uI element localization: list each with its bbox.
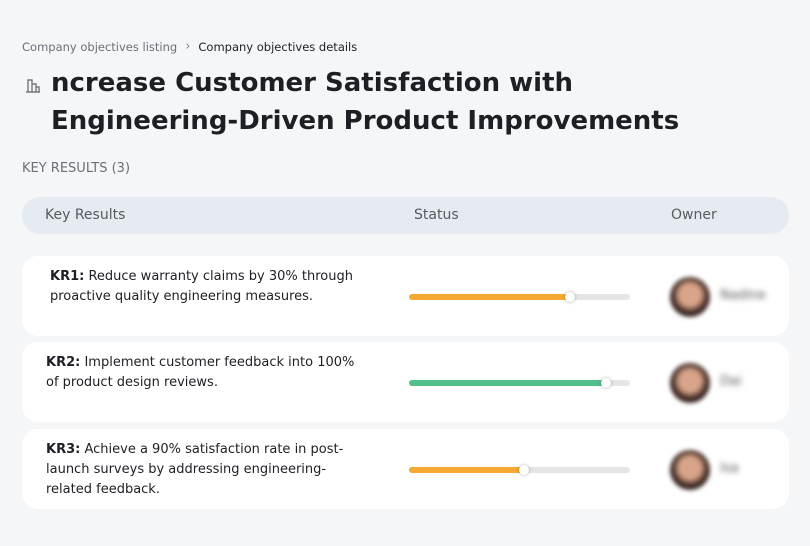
page-title: ncrease Customer Satisfaction with Engin…	[51, 68, 680, 136]
owner-name: Dai	[720, 374, 742, 389]
key-result-label: KR1:	[50, 269, 85, 284]
column-header: Owner	[671, 207, 717, 223]
key-result-description: Achieve a 90% satisfaction rate in post-…	[46, 442, 344, 497]
key-result-description: Implement customer feedback into 100% of…	[46, 355, 355, 390]
progress-fill	[409, 467, 524, 473]
progress-track	[409, 292, 630, 302]
breadcrumb: Company objectives listing › Company obj…	[22, 39, 357, 54]
column-header: Status	[414, 207, 459, 223]
owner-name: Nadine	[720, 288, 766, 303]
key-result-row[interactable]: KR3: Achieve a 90% satisfaction rate in …	[22, 429, 789, 509]
progress-track	[409, 378, 630, 388]
progress-handle	[518, 465, 529, 475]
objective-icon	[26, 79, 40, 93]
progress-track	[409, 465, 630, 475]
owner-avatar	[670, 363, 710, 403]
key-result-text: KR2: Implement customer feedback into 10…	[46, 353, 364, 393]
owner-name: Isa	[720, 461, 739, 476]
column-header: Key Results	[45, 207, 126, 223]
key-result-description: Reduce warranty claims by 30% through pr…	[50, 269, 353, 304]
breadcrumb-current: Company objectives details	[198, 39, 358, 54]
progress-handle	[600, 378, 611, 388]
key-result-text: KR1: Reduce warranty claims by 30% throu…	[50, 267, 368, 307]
key-result-text: KR3: Achieve a 90% satisfaction rate in …	[46, 440, 364, 500]
breadcrumb-separator: ›	[185, 39, 191, 54]
key-result-label: KR2:	[46, 355, 81, 370]
breadcrumb-link[interactable]: Company objectives listing	[22, 39, 178, 54]
progress-fill	[409, 294, 571, 300]
key-result-row[interactable]: KR2: Implement customer feedback into 10…	[22, 342, 789, 422]
owner-avatar	[670, 450, 710, 490]
progress-handle	[565, 292, 576, 302]
table-header: Key Results Status Owner	[22, 197, 789, 234]
key-result-label: KR3:	[46, 442, 81, 457]
owner-avatar	[670, 277, 710, 317]
progress-fill	[409, 380, 606, 386]
key-result-row[interactable]: KR1: Reduce warranty claims by 30% throu…	[22, 256, 789, 336]
section-title: KEY RESULTS (3)	[22, 161, 131, 176]
